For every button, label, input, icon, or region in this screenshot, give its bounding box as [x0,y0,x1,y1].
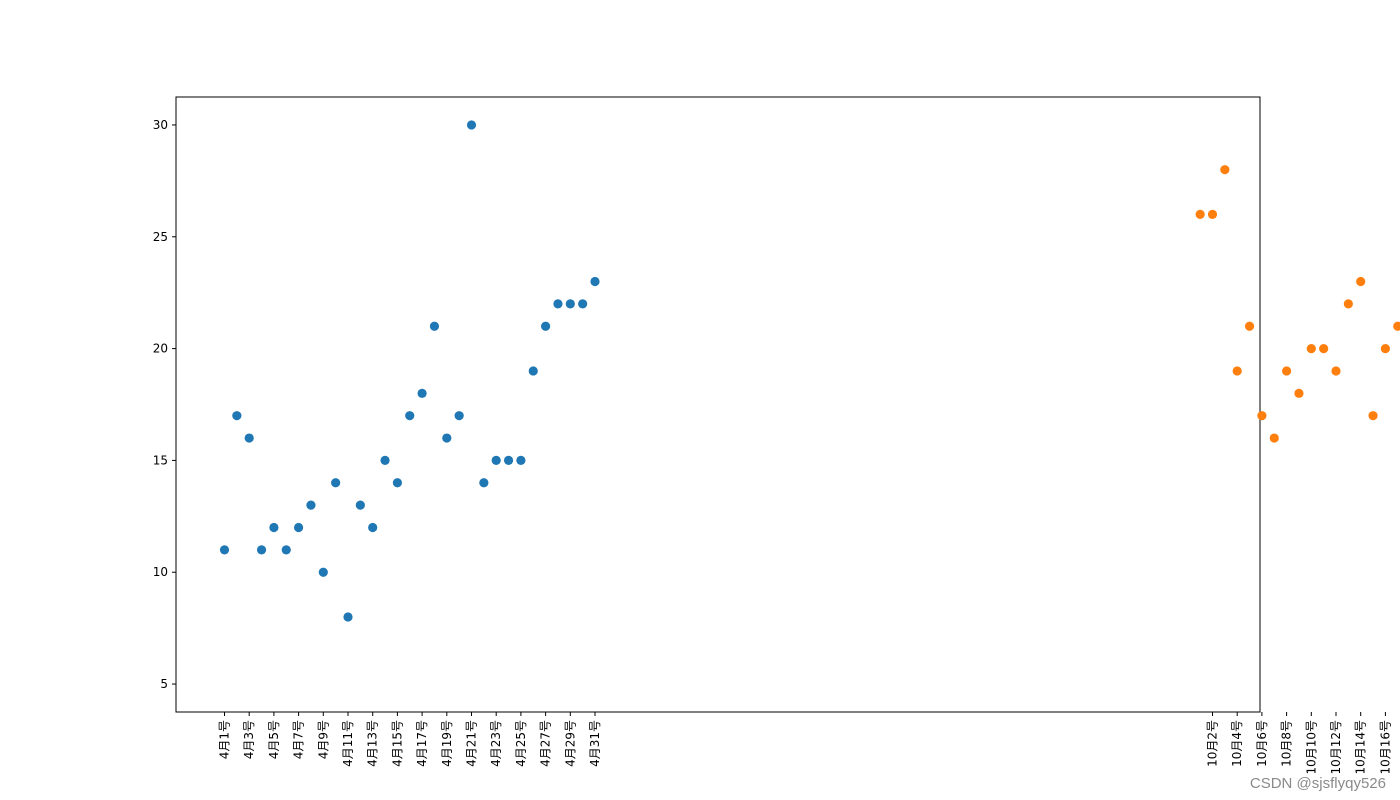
y-tick-label: 10 [153,565,168,579]
data-point [1207,209,1218,220]
data-point [429,321,440,331]
data-point [1380,343,1390,354]
data-point [553,299,563,309]
data-point [1195,209,1205,220]
data-point [491,455,501,466]
y-tick-label: 25 [153,230,168,244]
x-tick-label: 10月14号 [1354,720,1368,775]
data-point [466,120,477,130]
data-point [281,545,291,555]
data-point [578,299,588,309]
x-tick-label: 4月5号 [267,720,281,759]
x-tick-label: 10月6号 [1255,720,1269,767]
data-point [541,321,551,331]
data-point [1244,321,1255,331]
data-point [1319,343,1329,354]
data-point [294,522,304,533]
data-point [219,545,230,555]
x-tick-label: 10月10号 [1304,720,1318,775]
data-point [417,388,427,398]
data-point [1294,388,1304,398]
x-tick-label: 10月8号 [1280,720,1294,767]
data-point [244,433,254,443]
data-point [516,455,526,466]
x-tick-label: 4月13号 [366,720,380,767]
y-tick-label: 20 [153,342,168,356]
data-point [318,567,328,577]
data-point [1356,276,1366,287]
x-tick-label: 4月3号 [242,720,256,759]
data-point [331,478,341,488]
data-point [1306,343,1316,354]
x-tick-label: 4月31号 [588,720,602,767]
y-tick-label: 15 [153,453,168,467]
x-tick-label: 4月17号 [415,720,429,767]
data-point [1331,366,1341,376]
data-point [442,433,452,443]
data-point [380,455,390,466]
data-point [479,478,489,488]
data-point [565,299,575,309]
data-point [1393,321,1400,331]
data-point [405,411,415,421]
data-point [368,522,378,533]
y-tick-label: 5 [160,677,168,691]
data-point [269,522,279,533]
plot-area: 5 10 15 20 25 30 4月1号 4月3号 4月5号 4月7号 4月9号 4月11号 4月13… [153,96,1400,775]
data-point [1343,299,1353,309]
watermark: CSDN @sjsflyqy526 [1249,775,1386,792]
data-point [1220,165,1230,175]
data-point [355,500,365,510]
x-tick-label: 4月23号 [489,720,503,767]
x-tick-label: 10月16号 [1378,720,1392,775]
x-tick-label: 4月25号 [514,720,528,767]
data-point [1282,366,1292,376]
x-tick-label: 4月11号 [341,720,355,767]
x-tick-label: 4月15号 [390,720,404,767]
data-point [1232,366,1242,376]
data-point [1257,411,1267,421]
data-point [590,276,600,287]
x-tick-label: 10月12号 [1329,720,1343,775]
data-point [1269,433,1279,443]
data-point [503,455,514,466]
x-tick-label: 4月9号 [316,720,330,759]
x-tick-label: 4月27号 [539,720,553,767]
data-point [1368,411,1378,421]
x-tick-label: 10月2号 [1206,720,1220,767]
data-point [306,500,316,510]
x-tick-label: 4月19号 [440,720,454,767]
data-point [392,478,402,488]
axes-frame [175,96,1261,713]
y-tick-label: 30 [153,118,168,132]
data-point [256,545,267,555]
x-tick-label: 10月4号 [1230,720,1244,767]
x-tick-label: 4月1号 [218,720,232,759]
x-tick-label: 4月29号 [563,720,577,767]
data-point [343,612,353,622]
data-point [232,411,242,421]
data-point [528,366,538,376]
data-point [454,411,464,421]
x-tick-label: 4月7号 [292,720,306,759]
x-tick-label: 4月21号 [465,720,479,767]
